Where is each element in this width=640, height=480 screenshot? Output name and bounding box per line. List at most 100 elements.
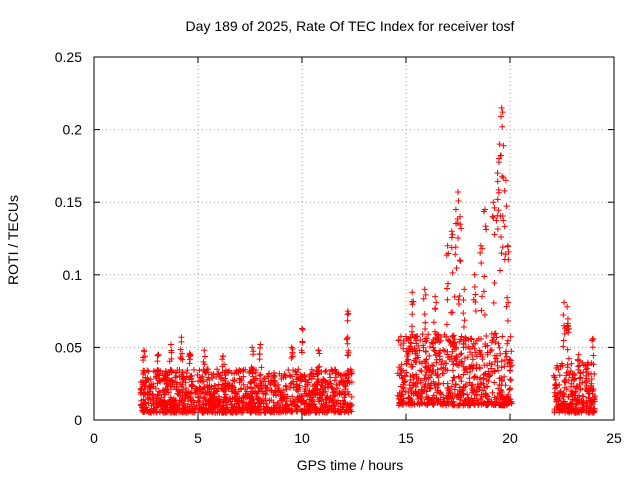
chart-title: Day 189 of 2025, Rate Of TEC Index for r… xyxy=(186,18,515,34)
data-point xyxy=(408,387,415,394)
x-tick-label: 5 xyxy=(194,430,202,446)
data-point xyxy=(471,395,478,402)
data-point xyxy=(473,389,480,396)
data-point xyxy=(443,392,450,399)
data-point xyxy=(420,295,427,302)
data-point xyxy=(344,311,351,318)
data-point xyxy=(470,374,477,381)
data-point xyxy=(205,384,212,391)
data-point xyxy=(199,409,206,416)
data-point xyxy=(272,379,279,386)
data-point xyxy=(179,382,186,389)
data-point xyxy=(469,356,476,363)
data-point xyxy=(440,370,447,377)
data-point xyxy=(344,377,351,384)
data-point xyxy=(491,231,498,238)
y-axis-label: ROTI / TECUs xyxy=(5,195,21,285)
data-point xyxy=(462,383,469,390)
data-point xyxy=(449,309,456,316)
data-point xyxy=(298,373,305,380)
data-point xyxy=(267,407,274,414)
data-point xyxy=(331,377,338,384)
data-point xyxy=(427,343,434,350)
data-point xyxy=(451,386,458,393)
data-point xyxy=(422,348,429,355)
data-point xyxy=(209,399,216,406)
data-point xyxy=(150,401,157,408)
data-point xyxy=(450,340,457,347)
data-point xyxy=(220,353,227,360)
data-point xyxy=(299,407,306,414)
data-point xyxy=(144,408,151,415)
data-point xyxy=(309,400,316,407)
data-point xyxy=(308,366,315,373)
data-point xyxy=(239,367,246,374)
data-point xyxy=(434,366,441,373)
data-point xyxy=(560,402,567,409)
data-point xyxy=(159,370,166,377)
data-point xyxy=(307,407,314,414)
data-point xyxy=(423,356,430,363)
data-point xyxy=(331,393,338,400)
data-point xyxy=(431,395,438,402)
data-point xyxy=(338,390,345,397)
data-point xyxy=(499,244,506,251)
data-point xyxy=(229,382,236,389)
data-point xyxy=(501,363,508,370)
data-point xyxy=(172,370,179,377)
data-point xyxy=(576,362,583,369)
data-point xyxy=(235,400,242,407)
data-point xyxy=(344,340,351,347)
data-point xyxy=(430,344,437,351)
data-point xyxy=(168,401,175,408)
data-point xyxy=(299,326,306,333)
data-point xyxy=(479,293,486,300)
data-point xyxy=(343,407,350,414)
data-point xyxy=(483,401,490,408)
data-point xyxy=(445,250,452,257)
data-point xyxy=(413,358,420,365)
data-point xyxy=(499,213,506,220)
data-point xyxy=(496,344,503,351)
data-point xyxy=(212,382,219,389)
data-point xyxy=(457,374,464,381)
data-point xyxy=(255,409,262,416)
data-point xyxy=(219,363,226,370)
data-point xyxy=(555,404,562,411)
data-point xyxy=(261,405,268,412)
data-point xyxy=(449,358,456,365)
data-point xyxy=(507,333,514,340)
data-point xyxy=(482,223,489,230)
data-point xyxy=(145,395,152,402)
data-point xyxy=(315,367,322,374)
data-point xyxy=(189,405,196,412)
data-point xyxy=(413,371,420,378)
data-point xyxy=(481,371,488,378)
data-point xyxy=(495,189,502,196)
data-point xyxy=(455,189,461,196)
data-point xyxy=(426,352,433,359)
data-point xyxy=(255,395,262,402)
data-point xyxy=(331,403,338,410)
data-point xyxy=(314,385,321,392)
data-point xyxy=(140,357,147,364)
data-point xyxy=(178,398,185,405)
data-point xyxy=(494,196,501,203)
data-point xyxy=(397,366,404,373)
data-point xyxy=(446,338,453,345)
data-point xyxy=(222,394,229,401)
data-point xyxy=(456,384,463,391)
data-point xyxy=(449,367,456,374)
data-point xyxy=(178,338,185,345)
data-point xyxy=(456,338,463,345)
data-point xyxy=(204,376,211,383)
data-point xyxy=(427,396,434,403)
data-point xyxy=(403,333,410,340)
data-point xyxy=(178,405,185,412)
data-point xyxy=(574,406,581,413)
data-point xyxy=(412,381,419,388)
data-point xyxy=(201,383,208,390)
data-point xyxy=(476,365,483,372)
data-point xyxy=(208,383,215,390)
data-point xyxy=(441,398,448,405)
